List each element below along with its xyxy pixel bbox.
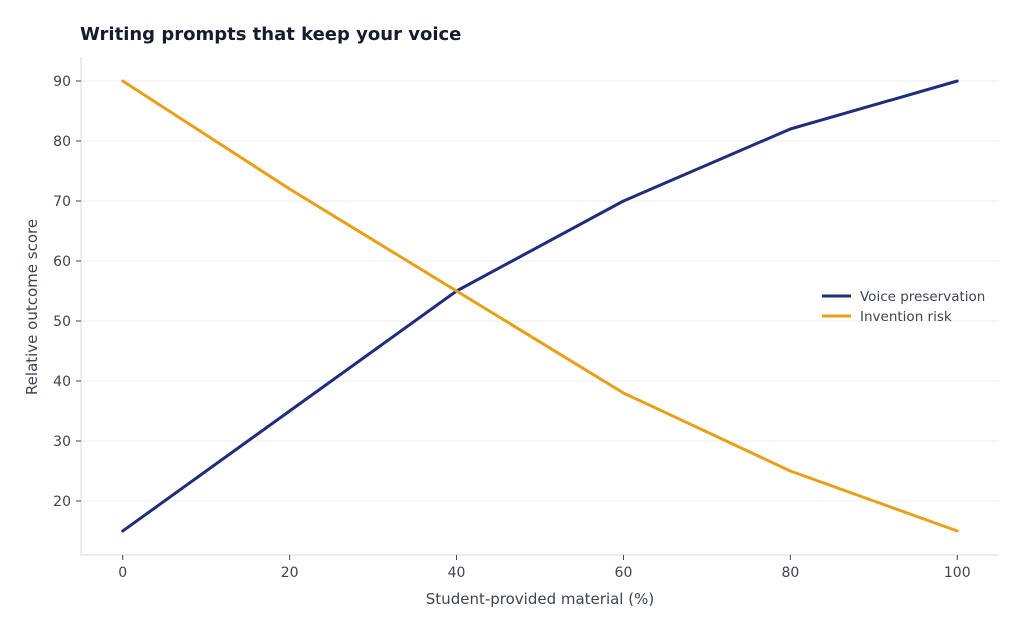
y-tick-label-30: 30: [53, 434, 71, 450]
x-tick-label-80: 80: [781, 565, 799, 581]
y-tick-label-40: 40: [53, 374, 71, 390]
y-axis-label: Relative outcome score: [23, 219, 41, 395]
legend: Voice preservation Invention risk: [822, 289, 985, 325]
x-axis-label: Student-provided material (%): [426, 590, 654, 608]
x-tick-label-40: 40: [448, 565, 466, 581]
axes: 20 30 40 50 60 70 80 90 0 20 40 60 80 100: [53, 57, 999, 581]
series-line-voice-preservation: [121, 79, 959, 533]
x-tick-label-0: 0: [118, 565, 127, 581]
x-tick-label-100: 100: [944, 565, 971, 581]
legend-label-voice-preservation: Voice preservation: [860, 289, 985, 305]
grid: [81, 80, 999, 502]
y-tick-label-60: 60: [53, 254, 71, 270]
y-tick-label-20: 20: [53, 494, 71, 510]
chart-title: Writing prompts that keep your voice: [80, 24, 461, 45]
legend-label-invention-risk: Invention risk: [860, 309, 952, 325]
y-tick-label-90: 90: [53, 74, 71, 90]
series: [121, 79, 959, 533]
y-tick-label-80: 80: [53, 134, 71, 150]
x-tick-label-20: 20: [281, 565, 299, 581]
series-line-invention-risk: [121, 79, 959, 533]
y-tick-label-70: 70: [53, 194, 71, 210]
x-tick-label-60: 60: [615, 565, 633, 581]
y-tick-label-50: 50: [53, 314, 71, 330]
